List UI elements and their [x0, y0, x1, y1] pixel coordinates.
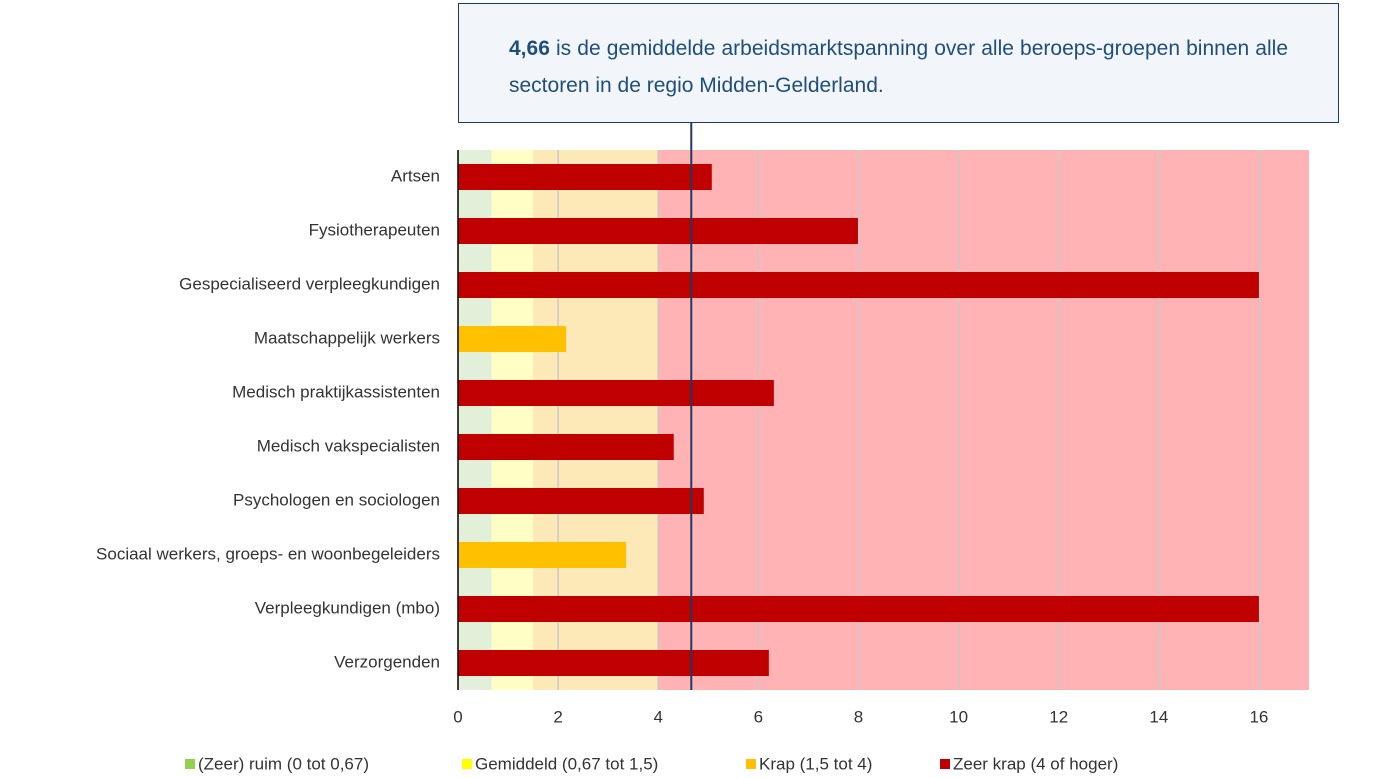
bar [458, 272, 1259, 298]
x-tick-label: 4 [654, 707, 663, 726]
bar [458, 488, 704, 514]
bar [458, 596, 1259, 622]
x-tick-label: 8 [854, 707, 863, 726]
y-tick-label: Medisch praktijkassistenten [232, 382, 440, 401]
y-tick-label: Fysiotherapeuten [309, 220, 440, 239]
bar [458, 380, 774, 406]
y-tick-label: Psychologen en sociologen [233, 490, 440, 509]
x-tick-label: 6 [754, 707, 763, 726]
legend-label: Zeer krap (4 of hoger) [953, 754, 1118, 773]
y-tick-label: Verpleegkundigen (mbo) [255, 598, 440, 617]
bar [458, 434, 674, 460]
y-tick-label: Verzorgenden [334, 652, 440, 671]
legend-swatch [185, 759, 195, 769]
x-tick-label: 16 [1249, 707, 1268, 726]
legend-swatch [746, 759, 756, 769]
y-tick-label: Artsen [391, 166, 440, 185]
x-tick-label: 12 [1049, 707, 1068, 726]
annotation-text: is de gemiddelde arbeidsmarktspanning ov… [509, 37, 1289, 97]
bar [458, 326, 567, 352]
bar [458, 218, 858, 244]
legend-swatch [940, 759, 950, 769]
y-tick-label: Maatschappelijk werkers [254, 328, 440, 347]
y-tick-label: Sociaal werkers, groeps- en woonbegeleid… [96, 544, 440, 563]
x-tick-label: 0 [453, 707, 462, 726]
y-tick-label: Gespecialiseerd verpleegkundigen [179, 274, 440, 293]
y-tick-label: Medisch vakspecialisten [257, 436, 440, 455]
annotation-box: 4,66 is de gemiddelde arbeidsmarktspanni… [458, 3, 1339, 123]
legend-label: Gemiddeld (0,67 tot 1,5) [475, 754, 658, 773]
annotation-value: 4,66 [509, 37, 550, 60]
legend-label: (Zeer) ruim (0 tot 0,67) [198, 754, 369, 773]
bar [458, 164, 712, 190]
x-tick-label: 14 [1149, 707, 1168, 726]
x-tick-label: 2 [553, 707, 562, 726]
legend-label: Krap (1,5 tot 4) [759, 754, 872, 773]
bar [458, 542, 627, 568]
bar [458, 650, 769, 676]
legend-swatch [462, 759, 472, 769]
x-tick-label: 10 [949, 707, 968, 726]
